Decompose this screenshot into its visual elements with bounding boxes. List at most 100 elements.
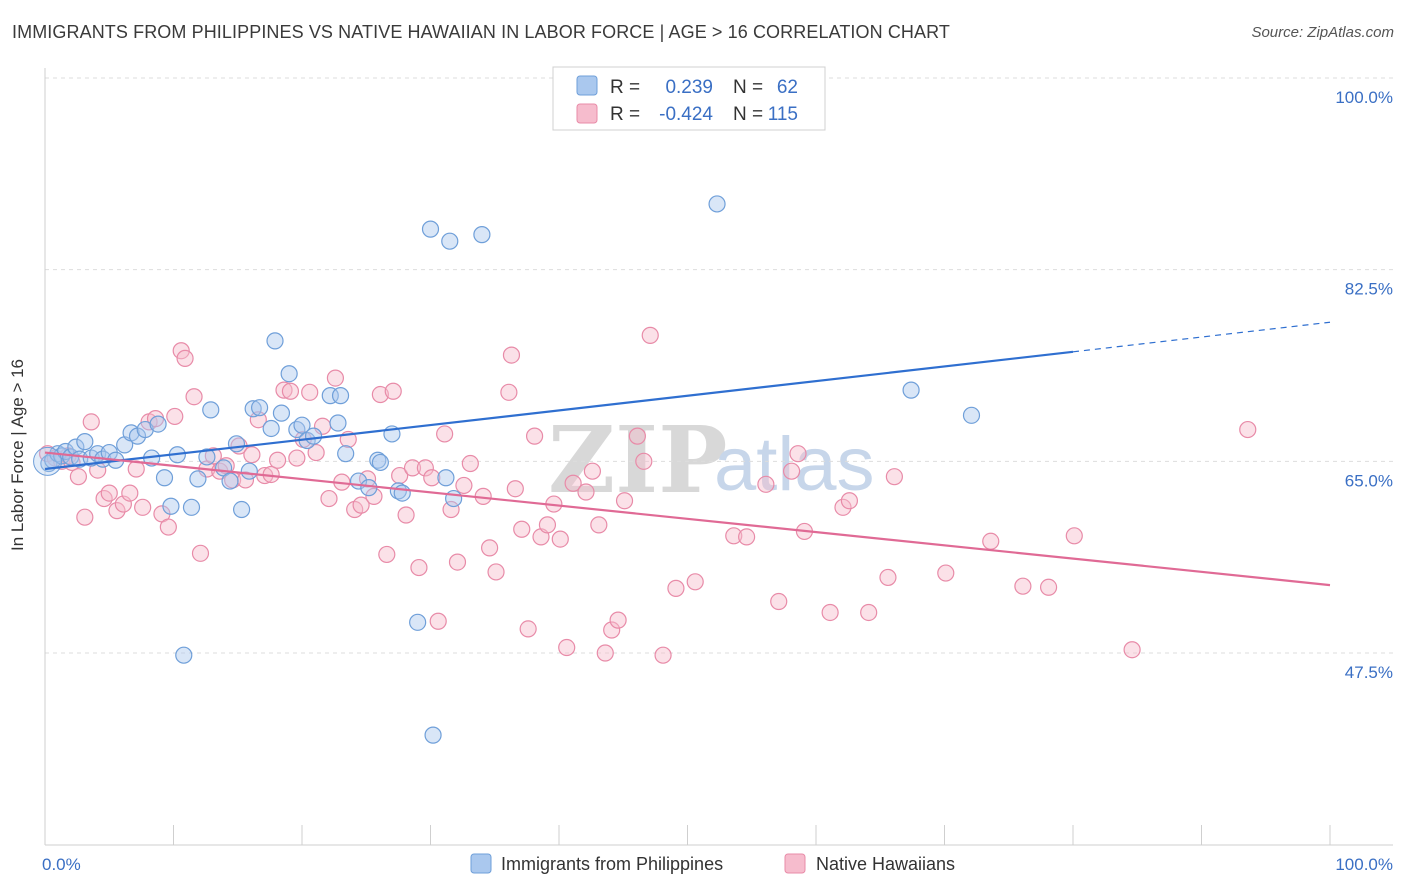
data-point <box>393 484 411 502</box>
data-point <box>609 611 627 629</box>
data-point <box>686 573 704 591</box>
data-point <box>191 544 210 562</box>
data-point <box>280 365 298 383</box>
data-point <box>583 462 602 480</box>
data-point <box>378 545 396 564</box>
data-point <box>506 480 524 498</box>
data-point <box>204 447 222 465</box>
data-point <box>502 346 521 364</box>
data-point <box>159 518 177 536</box>
y-tick-label: 100.0% <box>1335 88 1393 107</box>
data-point <box>185 388 203 406</box>
data-point <box>149 415 167 433</box>
data-point <box>233 500 251 519</box>
data-point <box>202 401 220 419</box>
data-point <box>166 407 184 426</box>
data-point <box>421 220 440 238</box>
trend-lines <box>44 321 1331 587</box>
legend-n-value-blue: 62 <box>777 77 798 98</box>
data-point <box>654 646 672 664</box>
data-point <box>176 349 194 367</box>
data-point <box>76 508 94 526</box>
data-point <box>326 369 345 387</box>
trend-line-native-hawaiian <box>44 451 1331 587</box>
data-point <box>409 613 427 631</box>
data-point <box>860 603 878 622</box>
data-point <box>902 381 920 399</box>
x-tick-labels: 0.0% 100.0% <box>42 855 1393 874</box>
data-point <box>301 383 319 401</box>
data-point <box>437 469 455 487</box>
series-legend-swatch-blue <box>470 853 492 874</box>
trend-line-philippines <box>44 350 1074 471</box>
philippines-points <box>33 195 981 744</box>
data-point <box>371 385 389 404</box>
data-point <box>337 445 355 463</box>
data-point <box>725 527 743 545</box>
data-point <box>329 414 347 432</box>
data-point <box>558 638 576 657</box>
data-point <box>293 416 311 434</box>
data-point <box>320 489 338 508</box>
data-point <box>227 435 246 453</box>
data-point <box>136 420 154 439</box>
data-point <box>114 495 132 513</box>
data-point <box>304 427 323 445</box>
x-tick-label-min: 0.0% <box>42 855 81 874</box>
watermark-zip: ZIP <box>548 406 727 514</box>
data-point <box>962 406 981 424</box>
data-point <box>641 326 659 344</box>
data-point <box>155 469 174 487</box>
data-point <box>937 564 955 582</box>
data-point <box>590 516 608 534</box>
data-point <box>455 476 473 495</box>
data-point <box>82 413 100 431</box>
data-point <box>487 563 505 581</box>
data-point <box>577 483 595 501</box>
data-point <box>244 400 262 418</box>
data-point <box>429 612 447 630</box>
data-point <box>424 726 442 744</box>
data-point <box>445 489 463 508</box>
series-legend-label-pink: Native Hawaiians <box>816 854 955 874</box>
data-point <box>500 383 518 401</box>
trend-line-philippines-extrapolated <box>1072 321 1331 353</box>
series-legend-swatch-pink <box>784 853 806 874</box>
data-point <box>266 332 284 350</box>
data-point <box>272 404 291 422</box>
x-tick-label-max: 100.0% <box>1335 855 1393 874</box>
data-point <box>416 459 434 477</box>
gridlines <box>45 77 1393 654</box>
data-point <box>448 553 467 571</box>
data-point <box>288 449 306 467</box>
y-tick-label: 65.0% <box>1345 471 1393 490</box>
legend-r-value-blue: 0.239 <box>665 77 713 98</box>
series-legend: Immigrants from Philippines Native Hawai… <box>470 853 955 874</box>
data-point <box>262 419 280 438</box>
legend-box <box>552 66 826 131</box>
data-point <box>436 425 454 443</box>
data-point <box>596 644 614 662</box>
data-point <box>667 579 685 597</box>
data-point <box>1014 577 1032 595</box>
series-legend-label-blue: Immigrants from Philippines <box>501 854 723 874</box>
data-point <box>268 451 287 469</box>
data-point <box>442 500 460 519</box>
data-point <box>789 445 807 463</box>
legend-n-label-blue: N = <box>733 77 763 98</box>
data-point <box>240 462 258 480</box>
data-point <box>243 446 261 464</box>
data-point <box>121 484 139 502</box>
data-point <box>76 433 94 451</box>
data-point <box>175 646 193 664</box>
data-point <box>100 484 118 502</box>
data-point <box>615 492 634 510</box>
y-tick-label: 82.5% <box>1345 280 1393 299</box>
y-tick-label: 47.5% <box>1345 663 1393 682</box>
data-point <box>635 452 653 470</box>
data-point <box>834 498 852 516</box>
data-point <box>108 502 126 520</box>
data-point <box>1065 527 1083 545</box>
data-point <box>708 195 726 213</box>
